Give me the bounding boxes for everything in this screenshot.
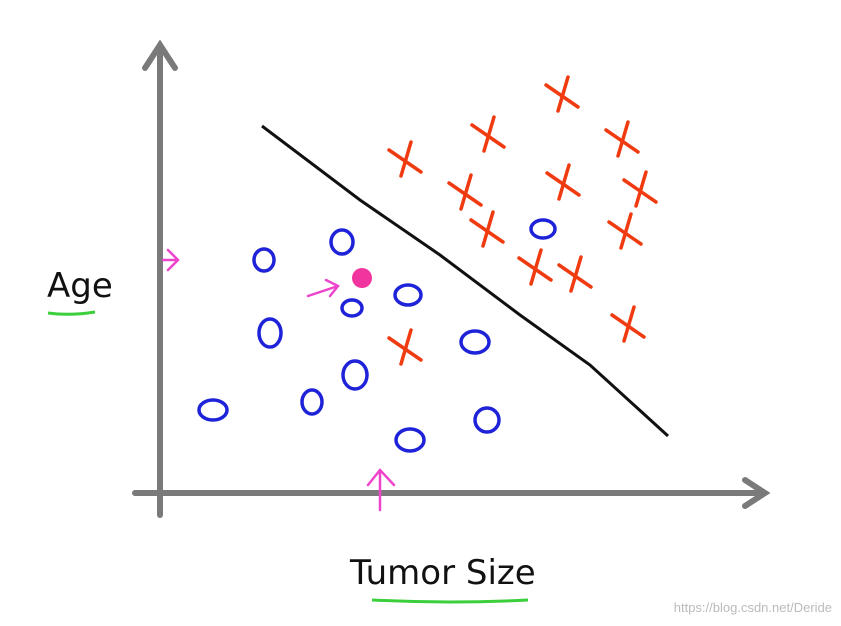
cross (607, 212, 643, 250)
cross (557, 255, 593, 293)
cross (610, 305, 646, 343)
circle (257, 317, 283, 349)
circle (529, 218, 557, 240)
cross (470, 115, 506, 153)
circle (459, 329, 491, 355)
circle (340, 298, 364, 318)
positive-samples (387, 75, 658, 366)
underline (47, 310, 96, 316)
axes (132, 39, 771, 518)
negative-samples (197, 218, 557, 453)
underline (371, 598, 529, 604)
watermark: https://blog.csdn.net/Deride (674, 600, 832, 615)
circle (329, 228, 355, 256)
circle (197, 398, 229, 422)
cross (622, 170, 658, 208)
circle (393, 283, 423, 307)
x-axis-label: Tumor Size (349, 553, 536, 593)
circle (394, 427, 426, 453)
y-axis-label: Age (47, 266, 113, 306)
cross (517, 248, 553, 286)
cross (387, 328, 423, 366)
circle (300, 388, 324, 416)
pink-arrows (161, 248, 396, 512)
cross (447, 173, 483, 211)
cross (387, 140, 423, 178)
circle (341, 359, 369, 391)
cross (469, 210, 505, 248)
cross (544, 75, 580, 113)
cross (545, 163, 581, 201)
decision-boundary (261, 124, 670, 438)
query-point (352, 268, 372, 288)
cross (604, 120, 640, 158)
circle (252, 247, 276, 273)
circle (473, 406, 501, 434)
